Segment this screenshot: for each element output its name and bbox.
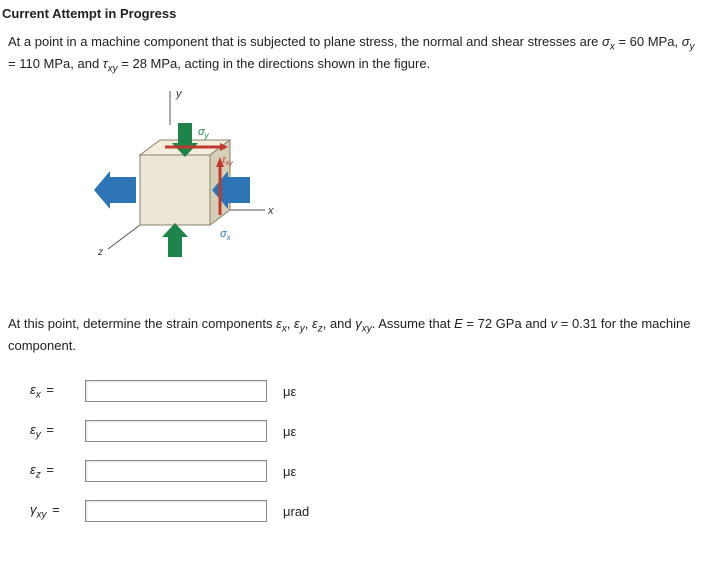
label-ez: εz = (30, 462, 85, 481)
label-ex: εx = (30, 382, 85, 401)
eq2: = 110 MPa, and (8, 56, 103, 71)
axis-x-label: x (267, 205, 274, 217)
unit-ey: με (283, 424, 296, 439)
answer-inputs: εx = με εy = με εz = με γxy = μrad (30, 380, 705, 522)
unit-ez: με (283, 464, 296, 479)
input-ez[interactable] (85, 460, 267, 482)
eq1: = 60 MPa, (615, 34, 682, 49)
row-ey: εy = με (30, 420, 705, 442)
prompt-text-1: At a point in a machine component that i… (8, 34, 602, 49)
after-p1: At this point, determine the strain comp… (8, 316, 276, 331)
sigma-x-label: σx (220, 228, 232, 242)
sigma-y-label: σy (198, 126, 210, 140)
E: E (454, 316, 463, 331)
c1: , (287, 316, 294, 331)
c2: , (305, 316, 312, 331)
unit-gxy: μrad (283, 504, 309, 519)
Eeq: = 72 GPa and (463, 316, 551, 331)
problem-statement: At a point in a machine component that i… (8, 33, 697, 77)
sigma-y-sub: y (690, 42, 695, 53)
label-ey: εy = (30, 422, 85, 441)
axis-z-label: z (97, 247, 103, 258)
page-title: Current Attempt in Progress (2, 6, 705, 21)
sigma-y-sym: σ (682, 34, 690, 49)
input-gxy[interactable] (85, 500, 267, 522)
c3: , and (323, 316, 356, 331)
axis-y-label: y (175, 88, 183, 100)
label-gxy: γxy = (30, 502, 85, 521)
question-text: At this point, determine the strain comp… (8, 315, 697, 356)
row-gxy: γxy = μrad (30, 500, 705, 522)
tau-xy-sub: xy (108, 64, 118, 75)
row-ez: εz = με (30, 460, 705, 482)
unit-ex: με (283, 384, 296, 399)
c4: . Assume that (372, 316, 454, 331)
stress-diagram: y z x σy τxy σx (70, 85, 705, 295)
eq3: = 28 MPa, acting in the directions shown… (118, 56, 431, 71)
input-ey[interactable] (85, 420, 267, 442)
sigma-x-sym: σ (602, 34, 610, 49)
gxys: xy (362, 324, 372, 335)
input-ex[interactable] (85, 380, 267, 402)
row-ex: εx = με (30, 380, 705, 402)
